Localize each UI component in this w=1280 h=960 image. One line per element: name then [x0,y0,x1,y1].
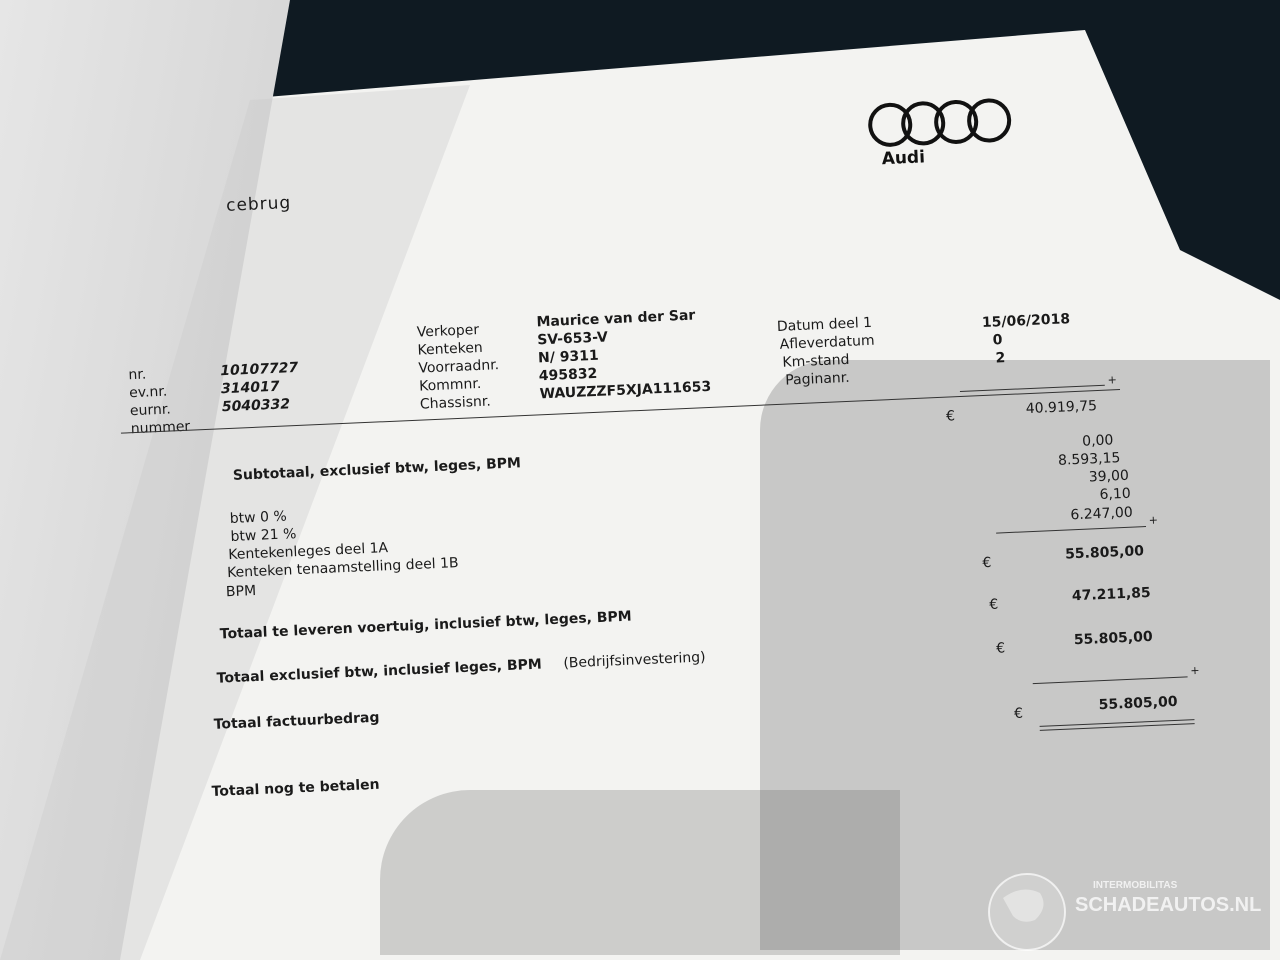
watermark-top: INTERMOBILITAS [1093,880,1178,891]
field-value: 10107727 [219,359,299,380]
watermark-main: SCHADEAUTOS.NL [1075,894,1262,916]
line-label: btw 21 % [230,526,297,545]
field-value: 495832 [538,365,598,385]
subtotal-value: 40.919,75 [1025,398,1098,418]
total-value: 55.805,00 [1098,693,1178,714]
line-value: 39,00 [1088,467,1130,486]
audi-rings-logo [868,98,1012,147]
line-label: btw 0 % [229,508,288,527]
currency-symbol: € [982,554,992,572]
watermark: INTERMOBILITAS SCHADEAUTOS.NL [985,870,1275,955]
plus-sign: + [1190,663,1200,678]
field-label: nr. [128,366,147,384]
field-value: N/ 9311 [537,347,600,367]
field-label: Km-stand [782,351,850,371]
line-value: 8.593,15 [1057,450,1121,469]
field-label: Kenteken [417,339,484,359]
field-label: Verkoper [416,321,480,341]
line-label: BPM [225,582,257,601]
field-value: SV-653-V [536,329,609,349]
currency-symbol: € [1013,705,1024,722]
field-value: 2 [995,350,1006,367]
dealer-title: cebrug [225,193,292,216]
globe-icon [988,873,1066,951]
field-value: 314017 [220,378,280,398]
plus-sign: + [1107,373,1118,387]
field-label: Chassisnr. [419,393,492,413]
currency-symbol: € [988,596,999,613]
field-label: Paginanr. [784,369,851,389]
shadow [380,790,900,955]
line-value: 6,10 [1099,485,1132,504]
field-label: eurnr. [129,401,172,420]
field-value: 0 [992,332,1003,349]
currency-symbol: € [995,640,1006,657]
line-value: 0,00 [1081,432,1114,450]
plus-sign: + [1148,513,1159,527]
field-label: nummer [130,418,191,438]
field-label: ev.nr. [128,383,168,402]
currency-symbol: € [945,408,956,425]
shadow [760,360,1270,950]
field-value: 5040332 [221,396,291,416]
field-label: Kommnr. [418,375,482,395]
total-value: 55.805,00 [1064,543,1145,563]
audi-logo-text: Audi [881,147,926,170]
total-value: 55.805,00 [1073,628,1153,649]
line-value: 6.247,00 [1070,504,1134,524]
